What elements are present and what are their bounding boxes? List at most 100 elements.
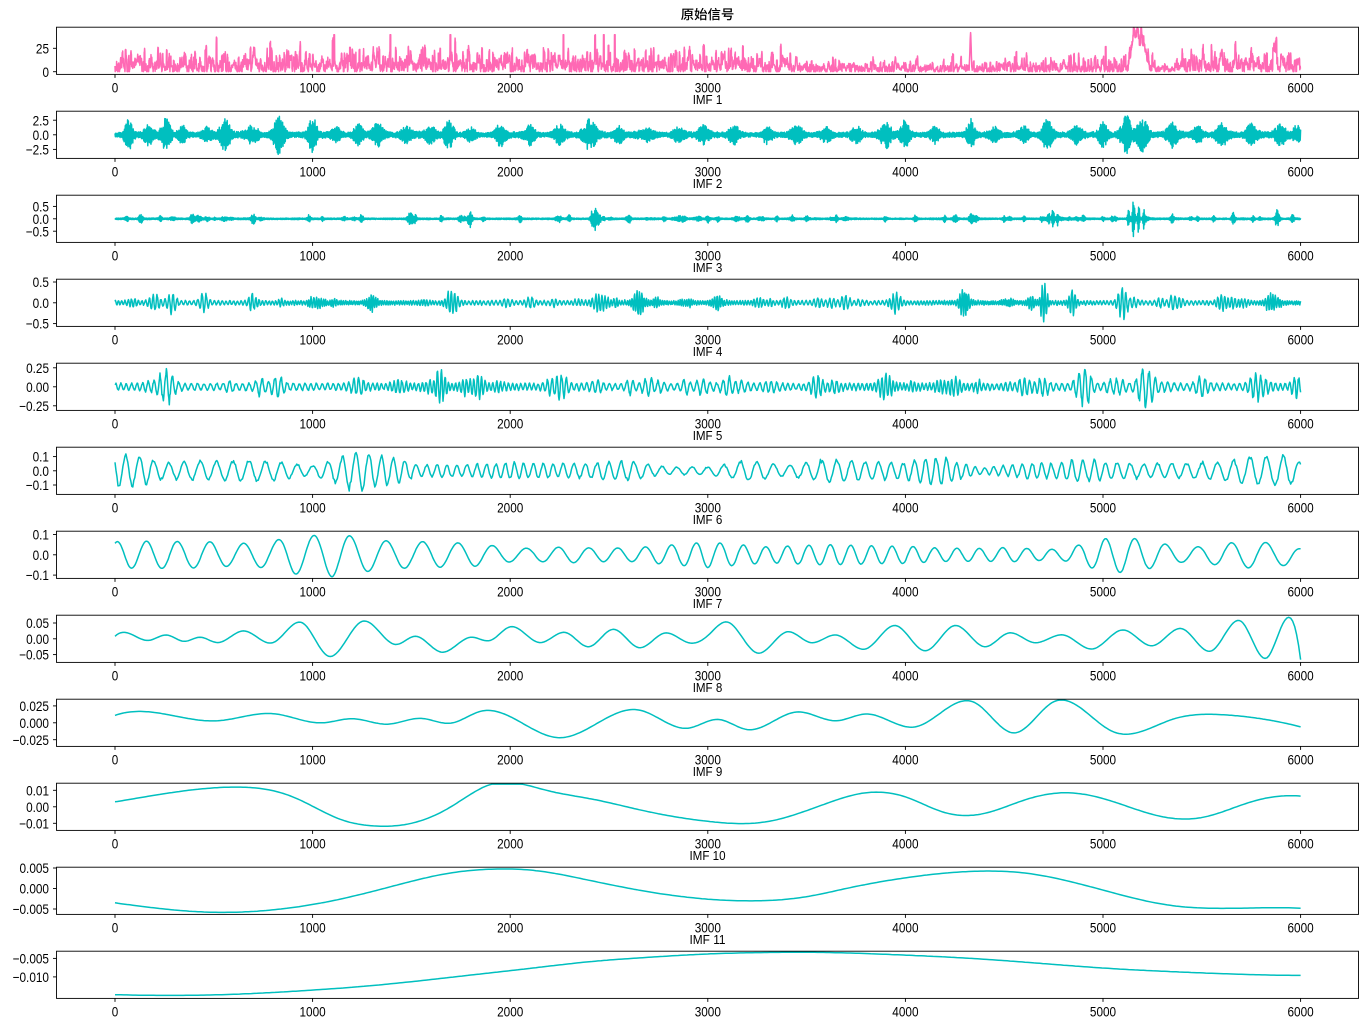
svg-text:0: 0 [112, 80, 119, 96]
svg-text:−0.010: −0.010 [13, 969, 50, 985]
svg-text:3000: 3000 [695, 80, 721, 96]
svg-text:6000: 6000 [1288, 500, 1314, 516]
svg-text:IMF 5: IMF 5 [693, 429, 723, 443]
svg-text:0.0: 0.0 [33, 463, 50, 479]
svg-text:0: 0 [112, 1004, 119, 1020]
svg-text:IMF 3: IMF 3 [693, 261, 723, 275]
svg-text:6000: 6000 [1288, 248, 1314, 264]
svg-text:4000: 4000 [892, 584, 918, 600]
svg-text:1000: 1000 [300, 164, 326, 180]
svg-text:2000: 2000 [497, 500, 523, 516]
svg-text:4000: 4000 [892, 248, 918, 264]
svg-text:5000: 5000 [1090, 752, 1116, 768]
svg-text:0.05: 0.05 [26, 615, 49, 631]
svg-text:−2.5: −2.5 [26, 142, 49, 158]
svg-text:0: 0 [112, 416, 119, 432]
svg-text:5000: 5000 [1090, 500, 1116, 516]
svg-text:0.5: 0.5 [33, 274, 50, 290]
svg-text:5000: 5000 [1090, 248, 1116, 264]
svg-text:−0.005: −0.005 [13, 951, 50, 967]
svg-text:0.000: 0.000 [20, 881, 50, 897]
svg-text:1000: 1000 [300, 668, 326, 684]
svg-text:4000: 4000 [892, 1004, 918, 1020]
svg-text:0.00: 0.00 [26, 631, 49, 647]
svg-text:6000: 6000 [1288, 752, 1314, 768]
svg-text:4000: 4000 [892, 80, 918, 96]
svg-text:2.5: 2.5 [33, 112, 50, 128]
svg-text:5000: 5000 [1090, 584, 1116, 600]
svg-text:3000: 3000 [695, 836, 721, 852]
svg-text:0.0: 0.0 [33, 211, 50, 227]
svg-text:0: 0 [112, 920, 119, 936]
svg-text:IMF 2: IMF 2 [693, 177, 723, 191]
svg-text:5000: 5000 [1090, 1004, 1116, 1020]
svg-text:1000: 1000 [300, 752, 326, 768]
svg-text:IMF 4: IMF 4 [693, 345, 723, 359]
svg-text:25: 25 [36, 40, 49, 56]
svg-text:1000: 1000 [300, 920, 326, 936]
svg-text:−0.1: −0.1 [26, 477, 49, 493]
svg-text:−0.25: −0.25 [19, 398, 49, 414]
svg-text:−0.05: −0.05 [19, 647, 49, 663]
svg-text:0.005: 0.005 [20, 860, 50, 876]
svg-text:−0.005: −0.005 [13, 901, 50, 917]
svg-text:5000: 5000 [1090, 164, 1116, 180]
svg-text:0.01: 0.01 [26, 782, 49, 798]
svg-text:IMF 10: IMF 10 [689, 849, 725, 863]
svg-text:5000: 5000 [1090, 836, 1116, 852]
svg-text:0: 0 [112, 584, 119, 600]
svg-text:0.1: 0.1 [33, 527, 50, 543]
svg-text:6000: 6000 [1288, 416, 1314, 432]
svg-text:3000: 3000 [695, 1004, 721, 1020]
svg-text:−0.5: −0.5 [26, 223, 49, 239]
svg-text:4000: 4000 [892, 920, 918, 936]
svg-text:2000: 2000 [497, 332, 523, 348]
svg-text:1000: 1000 [300, 80, 326, 96]
svg-text:IMF 8: IMF 8 [693, 681, 723, 695]
svg-text:5000: 5000 [1090, 80, 1116, 96]
svg-text:4000: 4000 [892, 668, 918, 684]
svg-text:2000: 2000 [497, 836, 523, 852]
svg-text:0: 0 [112, 500, 119, 516]
svg-text:0.0: 0.0 [33, 295, 50, 311]
svg-text:3000: 3000 [695, 668, 721, 684]
svg-text:6000: 6000 [1288, 1004, 1314, 1020]
svg-text:1000: 1000 [300, 332, 326, 348]
svg-text:0.000: 0.000 [20, 715, 50, 731]
svg-text:0: 0 [112, 332, 119, 348]
svg-text:2000: 2000 [497, 416, 523, 432]
svg-text:2000: 2000 [497, 80, 523, 96]
svg-text:IMF 6: IMF 6 [693, 513, 723, 527]
svg-text:0: 0 [112, 164, 119, 180]
svg-text:2000: 2000 [497, 1004, 523, 1020]
svg-text:4000: 4000 [892, 332, 918, 348]
svg-text:−0.5: −0.5 [26, 316, 49, 332]
svg-text:3000: 3000 [695, 920, 721, 936]
svg-text:IMF 11: IMF 11 [689, 933, 725, 947]
svg-text:2000: 2000 [497, 668, 523, 684]
svg-text:0.025: 0.025 [20, 698, 50, 714]
svg-text:5000: 5000 [1090, 920, 1116, 936]
svg-text:3000: 3000 [695, 416, 721, 432]
svg-text:5000: 5000 [1090, 668, 1116, 684]
svg-text:−0.025: −0.025 [13, 732, 50, 748]
svg-text:4000: 4000 [892, 416, 918, 432]
svg-text:6000: 6000 [1288, 584, 1314, 600]
svg-text:5000: 5000 [1090, 332, 1116, 348]
svg-text:6000: 6000 [1288, 920, 1314, 936]
svg-text:1000: 1000 [300, 416, 326, 432]
svg-text:4000: 4000 [892, 752, 918, 768]
svg-text:6000: 6000 [1288, 836, 1314, 852]
svg-text:2000: 2000 [497, 248, 523, 264]
svg-text:1000: 1000 [300, 836, 326, 852]
svg-text:0.00: 0.00 [26, 379, 49, 395]
svg-text:2000: 2000 [497, 164, 523, 180]
svg-text:0.0: 0.0 [33, 127, 50, 143]
svg-text:6000: 6000 [1288, 80, 1314, 96]
svg-text:1000: 1000 [300, 500, 326, 516]
svg-text:0: 0 [112, 752, 119, 768]
svg-text:0.0: 0.0 [33, 547, 50, 563]
svg-text:3000: 3000 [695, 248, 721, 264]
svg-text:3000: 3000 [695, 332, 721, 348]
svg-text:6000: 6000 [1288, 164, 1314, 180]
